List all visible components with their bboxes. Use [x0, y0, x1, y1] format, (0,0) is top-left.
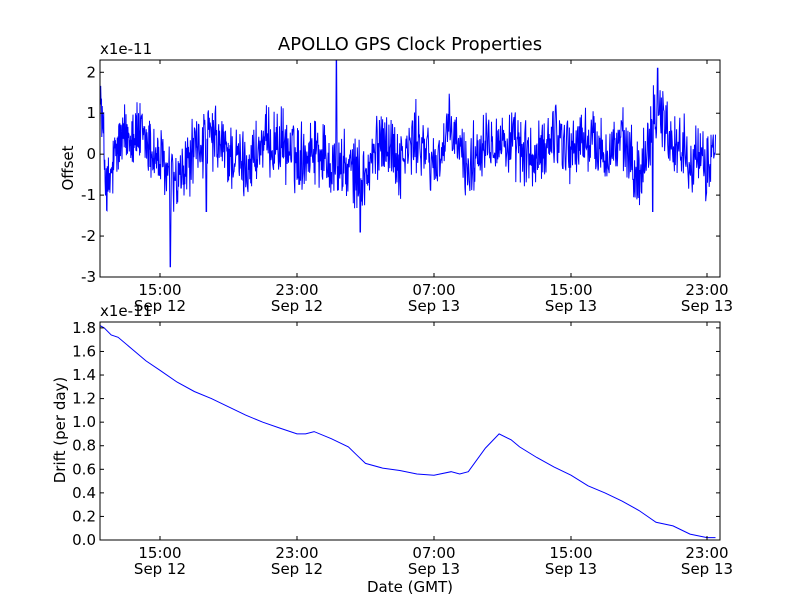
offset-series-line — [100, 60, 716, 268]
offset-y-tick-label: 2 — [86, 63, 96, 81]
drift-y-tick-label: 1.6 — [72, 342, 96, 360]
drift-y-tick-label: 0.2 — [72, 507, 96, 525]
offset-y-tick-label: 1 — [86, 104, 96, 122]
drift-x-tick-time: 23:00 — [685, 544, 728, 562]
offset-x-tick-date: Sep 12 — [134, 297, 186, 315]
drift-y-tick-label: 1.2 — [72, 390, 96, 408]
offset-x-tick-time: 07:00 — [412, 281, 455, 299]
offset-x-tick-time: 23:00 — [685, 281, 728, 299]
offset-x-tick-time: 23:00 — [275, 281, 318, 299]
drift-y-tick-label: 0.8 — [72, 437, 96, 455]
offset-x-tick-date: Sep 13 — [408, 297, 460, 315]
drift-x-tick-time: 15:00 — [549, 544, 592, 562]
drift-x-axis-label: Date (GMT) — [367, 578, 453, 596]
offset-scale-note: x1e-11 — [100, 40, 152, 58]
drift-y-tick-label: 1.8 — [72, 319, 96, 337]
figure-title: APOLLO GPS Clock Properties — [278, 34, 542, 55]
drift-x-tick-time: 23:00 — [275, 544, 318, 562]
drift-x-tick-date: Sep 13 — [408, 560, 460, 578]
drift-series-line — [100, 325, 716, 539]
offset-y-tick-label: -1 — [81, 186, 96, 204]
offset-x-tick-time: 15:00 — [138, 281, 181, 299]
drift-chart: x1e-11 Drift (per day) Date (GMT) 0.0 0.2… — [51, 302, 733, 596]
drift-y-tick-label: 1.4 — [72, 366, 96, 384]
drift-x-tick-date: Sep 12 — [271, 560, 323, 578]
offset-x-tick-date: Sep 12 — [271, 297, 323, 315]
drift-y-axis-label: Drift (per day) — [51, 377, 69, 484]
offset-x-tick-time: 15:00 — [549, 281, 592, 299]
drift-scale-note: x1e-11 — [100, 302, 152, 320]
drift-y-tick-label: 1.0 — [72, 413, 96, 431]
offset-y-tick-label: -3 — [81, 268, 96, 286]
offset-y-axis-label: Offset — [59, 145, 77, 190]
drift-x-tick-date: Sep 13 — [545, 560, 597, 578]
drift-y-tick-label: 0.6 — [72, 460, 96, 478]
offset-x-tick-date: Sep 13 — [681, 297, 733, 315]
offset-y-tick-label: -2 — [81, 227, 96, 245]
drift-y-tick-label: 0.4 — [72, 484, 96, 502]
drift-plot-frame — [99, 321, 721, 541]
drift-x-tick-date: Sep 13 — [681, 560, 733, 578]
offset-y-tick-label: 0 — [86, 145, 96, 163]
offset-x-tick-date: Sep 13 — [545, 297, 597, 315]
drift-x-tick-time: 07:00 — [412, 544, 455, 562]
drift-x-tick-date: Sep 12 — [134, 560, 186, 578]
drift-y-tick-label: 0.0 — [72, 531, 96, 549]
offset-plot-frame — [99, 59, 721, 278]
drift-x-tick-time: 15:00 — [138, 544, 181, 562]
